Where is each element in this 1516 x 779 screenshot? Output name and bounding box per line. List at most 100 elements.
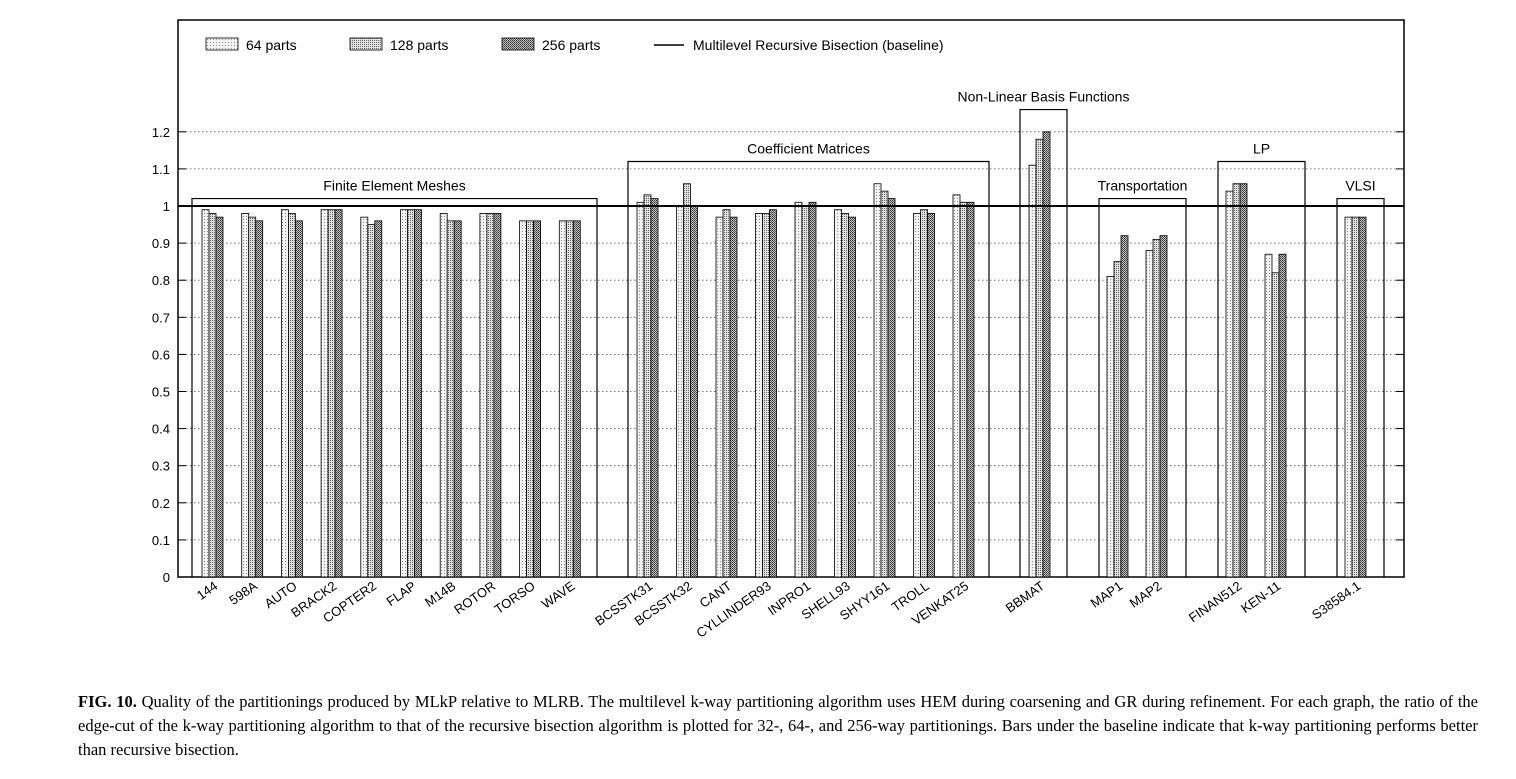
legend-swatch bbox=[205, 37, 239, 51]
bar bbox=[1278, 253, 1287, 578]
bar bbox=[241, 213, 250, 578]
legend-label: 64 parts bbox=[246, 37, 297, 53]
bar bbox=[683, 183, 691, 578]
bar bbox=[636, 201, 645, 578]
legend-label: Multilevel Recursive Bisection (baseline… bbox=[693, 37, 944, 53]
bar bbox=[287, 213, 296, 578]
y-tick-label: 1.1 bbox=[152, 162, 170, 177]
plot-frame bbox=[177, 19, 1405, 578]
bar bbox=[762, 213, 770, 578]
bar bbox=[334, 209, 343, 578]
bar bbox=[887, 198, 896, 578]
group-bracket bbox=[1098, 197, 1187, 577]
bar bbox=[374, 220, 383, 578]
x-tick-label: TORSO bbox=[492, 578, 538, 617]
bar bbox=[414, 209, 422, 578]
figure-label: FIG. 10. bbox=[78, 692, 137, 711]
bar bbox=[1106, 276, 1115, 578]
legend-swatch bbox=[501, 37, 535, 51]
bar bbox=[1120, 235, 1129, 578]
x-tick-label: ROTOR bbox=[451, 578, 498, 617]
bar bbox=[643, 194, 652, 578]
group-bracket bbox=[627, 160, 990, 577]
bar bbox=[400, 209, 408, 578]
bar bbox=[676, 205, 684, 578]
y-tick-label: 0.3 bbox=[152, 459, 170, 474]
legend-label: 128 parts bbox=[390, 37, 448, 53]
category-groups: Finite Element Meshes Coefficient Matrice… bbox=[191, 89, 1385, 577]
legend-label: 256 parts bbox=[542, 37, 600, 53]
x-tick-label: WAVE bbox=[539, 578, 578, 612]
bar bbox=[439, 213, 448, 578]
bar bbox=[327, 209, 336, 578]
bar bbox=[519, 220, 527, 578]
bar bbox=[880, 190, 889, 578]
group-label: VLSI bbox=[1345, 178, 1375, 194]
x-tick-label: 144 bbox=[194, 578, 220, 603]
bar bbox=[565, 220, 574, 578]
bar bbox=[201, 209, 210, 578]
bar bbox=[486, 213, 495, 578]
bar bbox=[493, 213, 502, 578]
bar bbox=[294, 220, 303, 578]
bar bbox=[769, 209, 777, 578]
bar bbox=[1042, 131, 1051, 578]
bar bbox=[360, 216, 369, 578]
x-tick-label: MAP2 bbox=[1127, 578, 1165, 611]
bar bbox=[729, 216, 738, 578]
y-tick-label: 0.7 bbox=[152, 310, 170, 325]
bar bbox=[834, 209, 842, 578]
bar bbox=[526, 220, 534, 578]
y-tick-label: 0.6 bbox=[152, 347, 170, 362]
x-tick-label: BBMAT bbox=[1003, 578, 1048, 615]
bar bbox=[479, 213, 488, 578]
bar bbox=[558, 220, 567, 578]
bar bbox=[248, 216, 257, 578]
group-bracket bbox=[1019, 108, 1068, 577]
bar bbox=[690, 205, 698, 578]
bar bbox=[966, 201, 975, 578]
bar bbox=[280, 209, 289, 578]
bar bbox=[755, 213, 763, 578]
bar bbox=[533, 220, 541, 578]
legend-swatch bbox=[349, 37, 383, 51]
y-tick-label: 0.2 bbox=[152, 496, 170, 511]
bar bbox=[848, 216, 856, 578]
x-tick-label: FLAP bbox=[383, 578, 418, 609]
y-tick-label: 0.8 bbox=[152, 273, 170, 288]
x-tick-label: FINAN512 bbox=[1186, 578, 1244, 625]
bar bbox=[841, 213, 849, 578]
group-label: Transportation bbox=[1098, 178, 1188, 194]
bar bbox=[1344, 216, 1353, 578]
group-bracket bbox=[191, 197, 598, 577]
x-tick-label: KEN-11 bbox=[1238, 578, 1283, 616]
bar bbox=[1358, 216, 1367, 578]
bar bbox=[446, 220, 455, 578]
bar bbox=[1225, 190, 1234, 578]
bar bbox=[255, 220, 264, 578]
y-tick-label: 1 bbox=[163, 199, 170, 214]
y-tick-label: 1.2 bbox=[152, 125, 170, 140]
bar bbox=[808, 201, 817, 578]
y-tick-label: 0.9 bbox=[152, 236, 170, 251]
bar bbox=[650, 198, 659, 578]
bar bbox=[1159, 235, 1168, 578]
bar bbox=[1145, 250, 1154, 578]
group-label: Coefficient Matrices bbox=[747, 140, 870, 156]
x-tick-label: S38584.1 bbox=[1309, 578, 1363, 622]
bar bbox=[1264, 253, 1273, 578]
bar bbox=[715, 216, 724, 578]
bar bbox=[873, 183, 882, 578]
y-tick-label: 0.4 bbox=[152, 422, 170, 437]
caption-text: Quality of the partitionings produced by… bbox=[78, 692, 1478, 759]
x-tick-label: MAP1 bbox=[1088, 578, 1126, 611]
bar bbox=[1113, 261, 1122, 578]
group-bracket bbox=[1217, 160, 1306, 577]
bar bbox=[952, 194, 961, 578]
group-label: Finite Element Meshes bbox=[323, 178, 465, 194]
bar bbox=[1152, 238, 1161, 578]
bar bbox=[208, 213, 217, 578]
bar bbox=[367, 224, 376, 578]
bar bbox=[913, 213, 921, 578]
bar bbox=[1035, 138, 1044, 578]
